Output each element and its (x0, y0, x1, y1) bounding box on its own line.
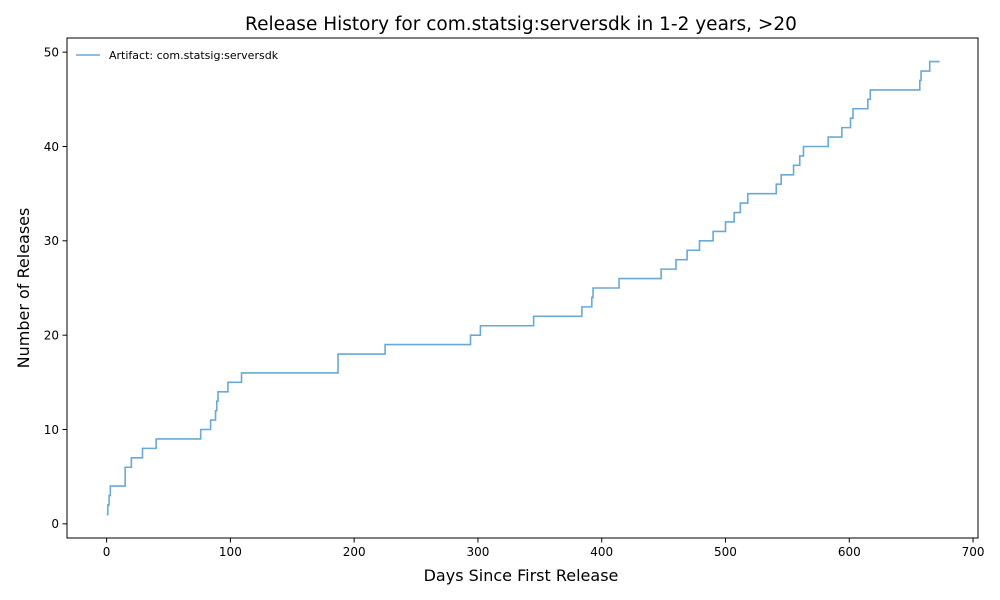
data-point (870, 89, 872, 91)
data-point (919, 80, 921, 82)
data-point (740, 202, 742, 204)
data-point (799, 155, 801, 157)
y-tick-label: 20 (44, 328, 59, 342)
data-point (384, 344, 386, 346)
data-point (533, 316, 535, 318)
data-point (337, 353, 339, 355)
data-point (747, 193, 749, 195)
data-point (775, 183, 777, 185)
series-line-0 (106, 60, 940, 516)
data-point (217, 391, 219, 393)
data-point (131, 457, 133, 459)
y-tick-label: 50 (44, 45, 59, 59)
y-tick-label: 40 (44, 140, 59, 154)
data-point (733, 212, 735, 214)
legend-label: Artifact: com.statsig:serversdk (109, 49, 279, 62)
plot-area: 0 100 200 300 400 500 600 700 0 10 20 30 40 50 Artifac… (44, 37, 985, 559)
y-tick-label: 0 (51, 517, 59, 531)
data-point (841, 127, 843, 129)
plot-frame (66, 37, 979, 539)
x-tick-label: 0 (103, 545, 111, 559)
data-point (200, 429, 202, 431)
data-point (920, 70, 922, 72)
data-point (480, 325, 482, 327)
data-point (803, 146, 805, 148)
data-point (215, 410, 217, 412)
data-point (581, 306, 583, 308)
data-point (699, 240, 701, 242)
data-point (210, 419, 212, 421)
data-point (107, 504, 109, 506)
x-tick-label: 400 (590, 545, 613, 559)
data-point (108, 495, 110, 497)
data-point (686, 249, 688, 251)
data-point (155, 438, 157, 440)
x-tick-label: 100 (219, 545, 242, 559)
x-tick-label: 500 (714, 545, 737, 559)
x-tick-label: 300 (466, 545, 489, 559)
data-point (241, 372, 243, 374)
data-point (852, 108, 854, 110)
y-tick-label: 10 (44, 423, 59, 437)
x-tick-label: 600 (838, 545, 861, 559)
y-tick-label: 30 (44, 234, 59, 248)
data-point (929, 61, 931, 63)
data-point (110, 485, 112, 487)
data-point (591, 297, 593, 299)
data-point (124, 466, 126, 468)
data-point (923, 70, 925, 72)
data-point (712, 231, 714, 233)
data-point (216, 400, 218, 402)
data-point (142, 448, 144, 450)
x-tick-label: 200 (343, 545, 366, 559)
data-point (470, 334, 472, 336)
data-point (827, 136, 829, 138)
chart-title: Release History for com.statsig:serversd… (245, 14, 797, 35)
data-point (793, 165, 795, 167)
data-point (106, 514, 108, 516)
x-axis-title: Days Since First Release (424, 566, 619, 585)
data-point (939, 61, 941, 63)
data-point (618, 278, 620, 280)
y-axis-title: Number of Releases (14, 208, 33, 369)
data-point (675, 259, 677, 261)
data-point (725, 221, 727, 223)
data-point (867, 99, 869, 101)
data-point (227, 382, 229, 384)
data-point (851, 117, 853, 119)
x-tick-label: 700 (962, 545, 985, 559)
data-point (592, 287, 594, 289)
data-point (660, 268, 662, 270)
data-point (780, 174, 782, 176)
